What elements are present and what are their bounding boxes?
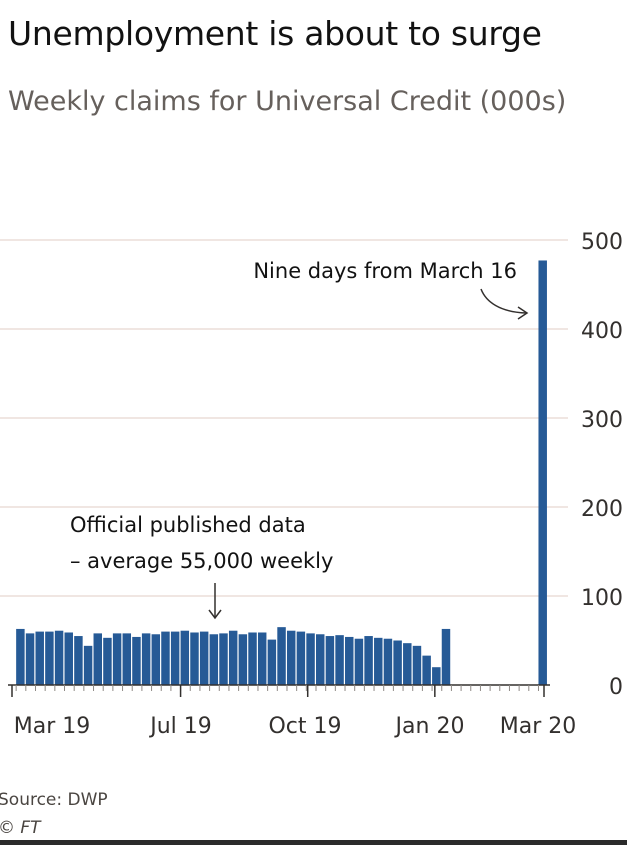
bars xyxy=(16,260,547,685)
bar xyxy=(103,637,112,685)
bar xyxy=(393,640,402,685)
x-axis xyxy=(8,684,550,697)
bar xyxy=(286,630,296,685)
bar xyxy=(122,633,132,685)
bar xyxy=(412,645,422,685)
bar xyxy=(74,636,83,685)
y-tick-label: 500 xyxy=(581,230,623,255)
bar xyxy=(316,634,325,685)
bar xyxy=(45,631,54,685)
bar xyxy=(170,631,180,685)
bar xyxy=(209,634,219,685)
y-tick-label: 300 xyxy=(581,408,623,433)
source-note: Source: DWP xyxy=(0,790,108,810)
bar xyxy=(151,634,161,685)
chart-title: Unemployment is about to surge xyxy=(8,14,542,53)
bar xyxy=(538,260,547,685)
bar xyxy=(180,630,190,685)
x-tick-label: Jan 20 xyxy=(394,714,465,739)
annotation-arrowhead xyxy=(517,306,529,320)
bar xyxy=(93,633,102,685)
bar xyxy=(35,631,44,685)
y-tick-label: 200 xyxy=(581,497,623,522)
bar xyxy=(277,627,286,685)
bar xyxy=(306,633,315,685)
bar xyxy=(296,631,306,685)
y-tick-label: 100 xyxy=(581,586,623,611)
bar xyxy=(354,638,364,685)
gridlines xyxy=(0,239,568,597)
x-tick-label: Mar 19 xyxy=(14,714,91,739)
annotation-official-data: Official published data xyxy=(70,513,306,537)
annotation-arrow-curve xyxy=(480,288,527,314)
bar xyxy=(54,630,64,685)
y-tick-label: 400 xyxy=(581,319,623,344)
bar xyxy=(441,628,451,685)
y-axis-labels: 0 100 200 300 400 500 xyxy=(581,230,623,700)
bar xyxy=(141,633,151,685)
chart-subtitle: Weekly claims for Universal Credit (000s… xyxy=(8,86,567,117)
bar xyxy=(248,632,257,685)
y-tick-label: 0 xyxy=(609,675,623,700)
bar xyxy=(83,645,93,685)
bar xyxy=(199,631,209,685)
bar xyxy=(190,632,199,685)
annotation-down-arrowhead xyxy=(208,609,222,620)
annotation-nine-days: Nine days from March 16 xyxy=(253,259,517,283)
bar xyxy=(64,632,73,685)
bar xyxy=(325,636,335,685)
bar xyxy=(403,643,412,685)
bar xyxy=(16,628,25,685)
bar xyxy=(112,633,122,685)
bar xyxy=(238,634,248,685)
bar xyxy=(132,636,141,685)
x-tick-label: Oct 19 xyxy=(268,714,341,739)
bar xyxy=(228,630,238,685)
bottom-rule xyxy=(0,840,627,845)
annotations: Nine days from March 16 Official publishe… xyxy=(70,259,529,620)
bar xyxy=(257,632,267,685)
copyright-note: © FT xyxy=(0,818,41,838)
bar xyxy=(432,667,441,685)
bar xyxy=(422,655,431,685)
x-tick-label: Mar 20 xyxy=(500,714,577,739)
bar xyxy=(267,639,277,685)
bar-chart: 0 100 200 300 400 500 Mar 19 Jul 19 Oct 19 Jan 2… xyxy=(0,230,623,739)
x-axis-labels: Mar 19 Jul 19 Oct 19 Jan 20 Mar 20 xyxy=(14,714,577,739)
bar xyxy=(364,636,373,685)
bar xyxy=(374,637,383,685)
annotation-official-data: – average 55,000 weekly xyxy=(70,549,333,573)
bar xyxy=(383,638,393,685)
x-tick-label: Jul 19 xyxy=(148,714,212,739)
bar xyxy=(345,636,354,685)
bar xyxy=(25,633,35,685)
bar xyxy=(335,635,344,685)
bar xyxy=(161,631,170,685)
bar xyxy=(219,633,228,685)
